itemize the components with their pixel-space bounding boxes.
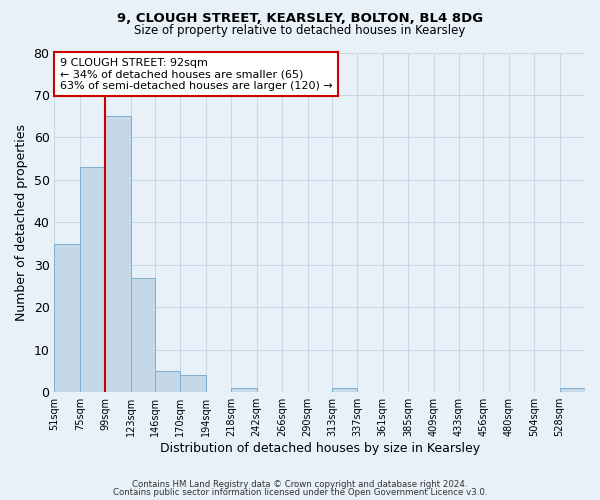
- Bar: [155, 371, 181, 392]
- Y-axis label: Number of detached properties: Number of detached properties: [15, 124, 28, 321]
- Bar: [231, 388, 257, 392]
- Bar: [55, 244, 80, 392]
- Bar: [80, 167, 105, 392]
- Bar: [560, 388, 585, 392]
- Text: Size of property relative to detached houses in Kearsley: Size of property relative to detached ho…: [134, 24, 466, 37]
- Text: 9, CLOUGH STREET, KEARSLEY, BOLTON, BL4 8DG: 9, CLOUGH STREET, KEARSLEY, BOLTON, BL4 …: [117, 12, 483, 26]
- Text: 9 CLOUGH STREET: 92sqm
← 34% of detached houses are smaller (65)
63% of semi-det: 9 CLOUGH STREET: 92sqm ← 34% of detached…: [60, 58, 332, 91]
- Bar: [131, 278, 155, 392]
- Text: Contains HM Land Registry data © Crown copyright and database right 2024.: Contains HM Land Registry data © Crown c…: [132, 480, 468, 489]
- Bar: [105, 116, 131, 392]
- Bar: [181, 375, 206, 392]
- X-axis label: Distribution of detached houses by size in Kearsley: Distribution of detached houses by size …: [160, 442, 480, 455]
- Bar: [332, 388, 358, 392]
- Text: Contains public sector information licensed under the Open Government Licence v3: Contains public sector information licen…: [113, 488, 487, 497]
